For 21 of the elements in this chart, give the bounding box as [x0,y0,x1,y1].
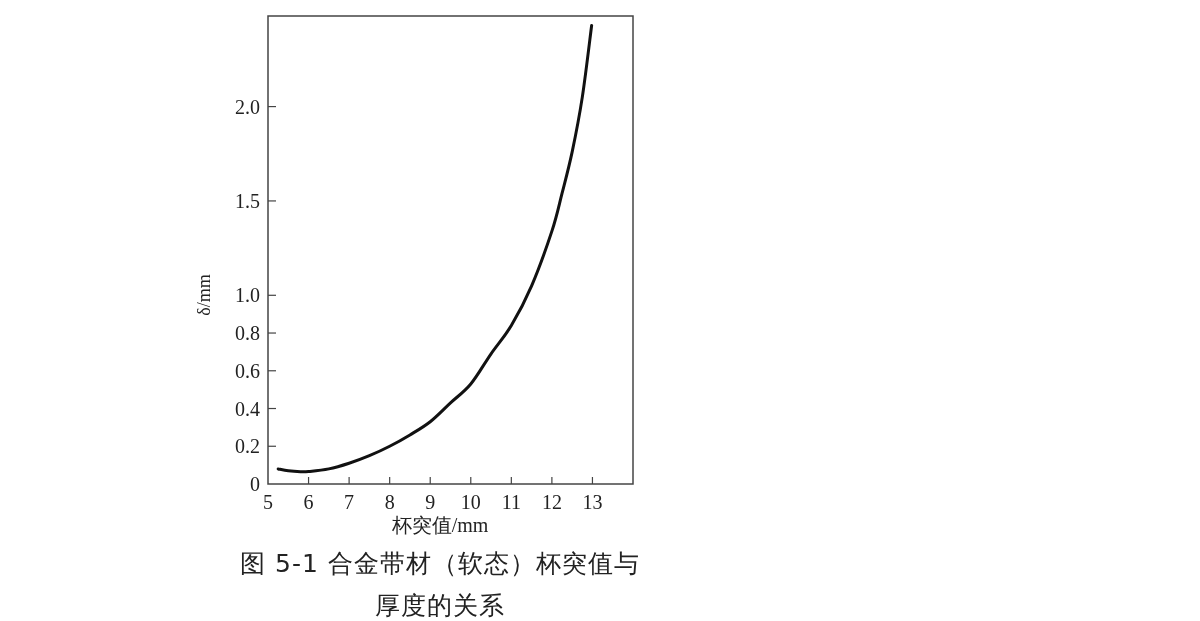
x-axis-title: 杯突值/mm [390,514,489,536]
y-tick-label: 0.4 [235,397,260,420]
x-tick-label: 5 [263,491,273,513]
x-tick-label: 10 [460,491,481,513]
y-tick-label: 0.8 [235,322,260,345]
x-tick-label: 7 [344,491,355,513]
x-tick-label: 8 [384,491,395,513]
y-tick-label: 0 [250,473,260,495]
x-tick-label: 13 [582,491,603,513]
x-tick-label: 11 [501,491,521,513]
y-tick-label: 1.5 [235,189,260,212]
y-axis-title: δ/mm [194,274,214,316]
y-tick-label: 1.0 [235,284,260,307]
text: 图 5-1 合金带材（软态）杯突值与厚度的关系 [240,548,640,621]
line-series [276,23,594,474]
x-tick-label: 9 [425,491,436,513]
x-tick-label: 6 [303,491,314,513]
y-tick-label: 2.0 [235,95,260,118]
x-tick-label: 12 [541,491,562,513]
y-tick-label: 0.2 [235,435,260,458]
y-tick-label: 0.6 [235,359,260,382]
